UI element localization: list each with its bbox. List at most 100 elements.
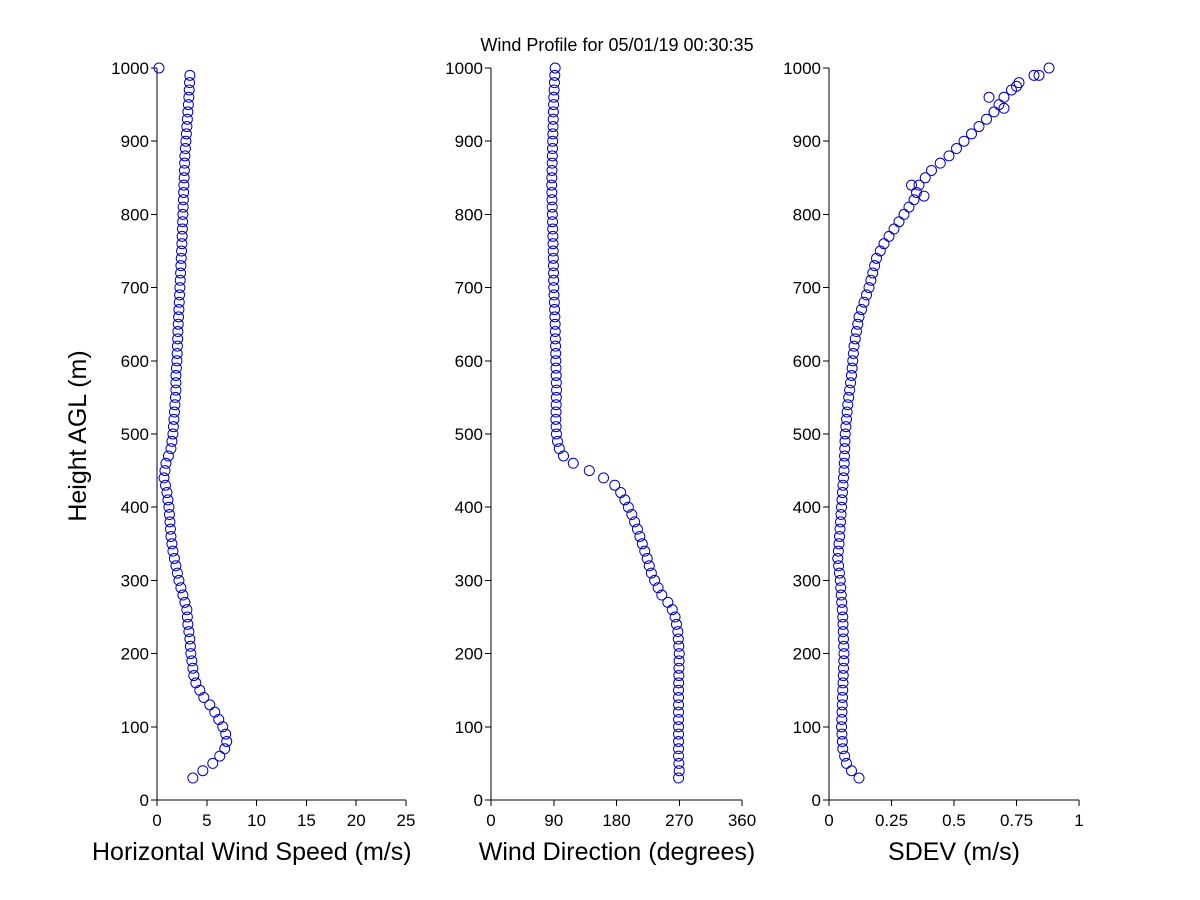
sdev-data-point [838, 457, 850, 469]
wind-direction-data-point [547, 135, 559, 147]
sdev-data-point [919, 172, 931, 184]
wind-direction-data-point [549, 326, 561, 338]
sdev-data-point [847, 347, 859, 359]
sdev-data-point [867, 267, 879, 279]
wind-speed-data-point [174, 282, 186, 294]
wind-direction-data-point [673, 772, 685, 784]
wind-speed-data-point [164, 516, 176, 528]
sdev-x-tick-label: 0.5 [942, 811, 966, 830]
wind-direction-data-point [548, 91, 560, 103]
sdev-data-point [834, 523, 846, 535]
wind-speed-y-tick-label: 1000 [111, 59, 149, 78]
wind-speed-data-point [178, 179, 190, 191]
wind-direction-data-point [673, 662, 685, 674]
sdev-data-point [833, 538, 845, 550]
sdev-data-point [983, 91, 995, 103]
wind-direction-x-tick-label: 270 [665, 811, 693, 830]
sdev-data-point [966, 128, 977, 140]
sdev-y-tick-label: 600 [793, 352, 821, 371]
wind-speed-data-point [158, 472, 170, 484]
wind-direction-data-point [553, 443, 565, 455]
sdev-data-point [838, 633, 849, 645]
sdev-data-point [926, 164, 937, 176]
sdev-data-point [847, 355, 859, 367]
wind-speed-data-point [180, 128, 192, 140]
sdev-data-point [839, 450, 850, 462]
wind-speed-data-point [220, 728, 232, 740]
sdev-data-point [839, 435, 851, 447]
wind-speed-data-point [172, 333, 184, 345]
wind-speed-data-point [173, 296, 185, 308]
sdev-data-point [906, 179, 917, 191]
wind-speed-data-point [178, 172, 190, 184]
sdev-y-tick-label: 900 [793, 132, 821, 151]
wind-speed-data-point [214, 750, 226, 762]
sdev-data-point [836, 706, 848, 718]
wind-direction-data-point [673, 728, 685, 740]
wind-direction-data-point [547, 216, 559, 228]
wind-speed-data-point [177, 208, 189, 220]
wind-speed-data-point [179, 143, 191, 155]
wind-direction-data-point [615, 487, 627, 499]
wind-speed-y-tick-label: 300 [121, 571, 149, 590]
wind-speed-data-point [180, 135, 192, 147]
wind-speed-data-point [168, 406, 180, 418]
wind-speed-data-point [175, 267, 187, 279]
sdev-data-point [837, 618, 849, 630]
wind-speed-y-tick-label: 600 [121, 352, 149, 371]
wind-speed-data-point [175, 582, 187, 594]
wind-speed-data-point [175, 260, 187, 272]
wind-direction-data-point [656, 589, 668, 601]
sdev-data-point [838, 648, 850, 660]
wind-speed-data-point [209, 706, 221, 718]
wind-speed-data-point [175, 252, 187, 264]
wind-speed-x-label: Horizontal Wind Speed (m/s) [92, 838, 412, 866]
wind-direction-data-point [673, 750, 685, 762]
wind-speed-data-point [171, 567, 183, 579]
wind-speed-x-tick-label: 15 [297, 811, 316, 830]
sdev-data-point [839, 750, 851, 762]
sdev-data-point [836, 728, 848, 740]
wind-speed-y-tick-label: 0 [140, 791, 149, 810]
wind-direction-data-point [547, 245, 559, 257]
wind-direction-y-tick-label: 500 [455, 425, 483, 444]
wind-direction-data-point [550, 421, 562, 433]
wind-speed-data-point [166, 435, 178, 447]
wind-speed-data-point [161, 487, 173, 499]
wind-speed-x-tick-label: 10 [247, 811, 266, 830]
wind-speed-y-tick-label: 800 [121, 205, 149, 224]
wind-direction-y-tick-label: 0 [474, 791, 483, 810]
wind-speed-data-point [187, 662, 199, 674]
wind-direction-data-point [546, 179, 558, 191]
wind-direction-data-point [547, 238, 559, 250]
wind-speed-data-point [179, 596, 191, 608]
wind-speed-data-point [169, 391, 181, 403]
wind-speed-panel: Horizontal Wind Speed (m/s) 010020030040… [92, 59, 415, 866]
wind-direction-data-point [547, 223, 559, 235]
sdev-data-point [863, 282, 875, 294]
wind-speed-y-tick-label: 700 [121, 279, 149, 298]
wind-direction-data-point [673, 670, 685, 682]
wind-direction-y-tick-label: 700 [455, 279, 483, 298]
wind-speed-data-point [198, 692, 210, 704]
wind-direction-data-point [549, 318, 561, 330]
sdev-data-point [846, 369, 857, 381]
sdev-data-point [834, 530, 845, 542]
sdev-data-point [841, 413, 852, 425]
wind-direction-data-point [548, 84, 560, 96]
wind-direction-data-point [673, 713, 685, 725]
sdev-data-point [918, 190, 930, 202]
sdev-data-point [841, 757, 852, 769]
wind-speed-data-point [167, 421, 179, 433]
wind-direction-y-tick-label: 1000 [445, 59, 483, 78]
sdev-y-tick-label: 200 [793, 645, 821, 664]
sdev-data-point [853, 311, 865, 323]
wind-speed-data-point [169, 399, 181, 411]
wind-direction-data-point [673, 735, 685, 747]
wind-speed-data-point [163, 509, 175, 521]
sdev-data-point [958, 135, 970, 147]
wind-direction-data-point [652, 582, 664, 594]
wind-speed-data-point [185, 648, 197, 660]
wind-speed-data-point [170, 362, 182, 374]
wind-speed-x-tick-label: 25 [397, 811, 416, 830]
